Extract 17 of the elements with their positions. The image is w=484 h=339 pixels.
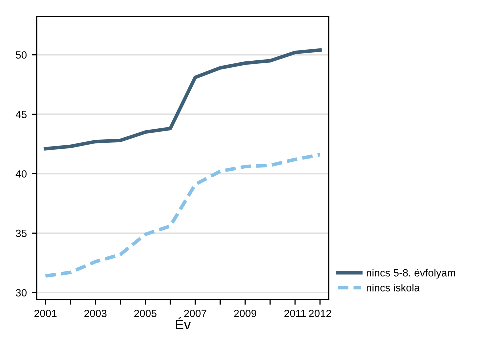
y-tick-label: 35: [16, 230, 27, 238]
x-tick-label: 2012: [309, 310, 332, 318]
y-tick-label: 30: [16, 289, 27, 297]
x-tick-label: 2011: [284, 310, 306, 318]
legend-label: nincs iskola: [366, 284, 420, 292]
y-tick-label: 50: [16, 52, 27, 59]
y-tick-label: 45: [16, 111, 27, 118]
legend-label: nincs 5-8. évfolyam: [366, 269, 456, 279]
line-series: [44, 48, 322, 151]
line-series: [44, 153, 322, 278]
x-axis-title: Év: [176, 317, 192, 330]
x-tick-label: 2007: [184, 310, 207, 318]
y-tick-label: 40: [16, 170, 27, 178]
x-tick-label: 2003: [84, 310, 107, 318]
x-tick-label: 2005: [134, 310, 157, 318]
x-tick-label: 2009: [234, 310, 256, 318]
x-tick-label: 2001: [34, 310, 57, 318]
